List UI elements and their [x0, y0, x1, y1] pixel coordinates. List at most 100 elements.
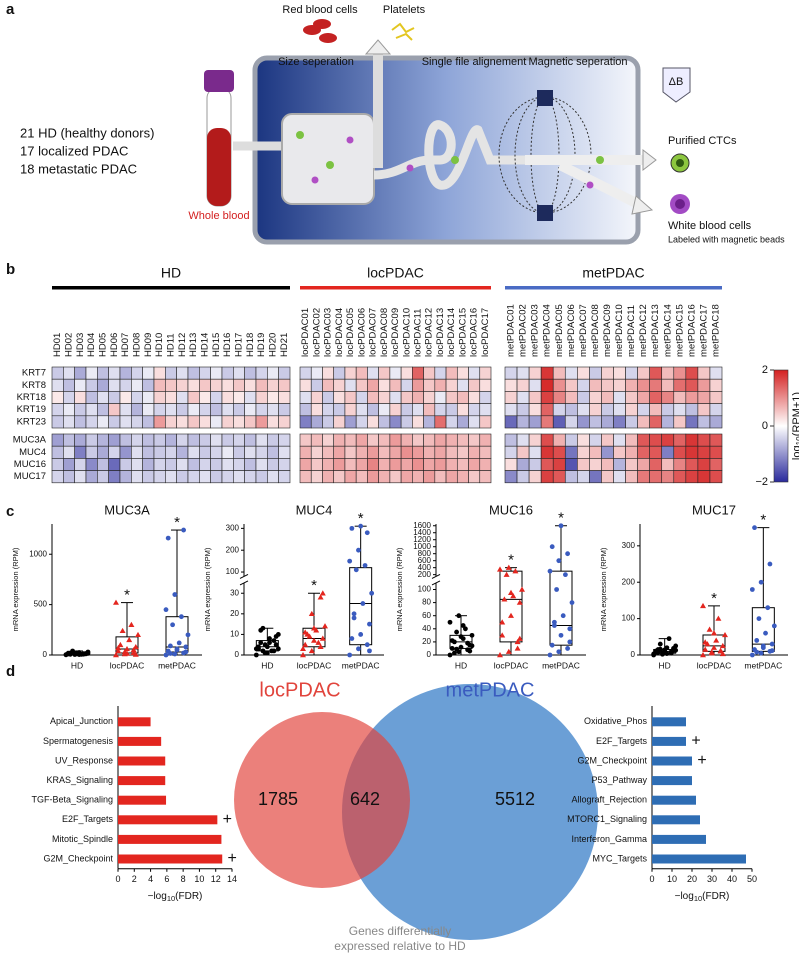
point: [769, 648, 775, 654]
heatmap-cell: [412, 433, 424, 447]
step-label: Single file alignement: [422, 56, 527, 68]
x-tick-label: locPDAC: [494, 660, 528, 670]
category-label: Interferon_Gamma: [571, 834, 647, 844]
x-tick-label: locPDAC: [297, 660, 331, 670]
heatmap-cell: [367, 470, 379, 484]
y-axis-title: mRNA expression (RPM): [203, 547, 212, 631]
heatmap-cell: [445, 391, 458, 404]
annotation: +: [223, 811, 232, 828]
sample-label: metPDAC07: [578, 304, 589, 357]
bar: [652, 854, 746, 864]
heatmap-cell: [108, 415, 121, 429]
heatmap-cell: [673, 470, 687, 484]
y-tick-label: 1000: [29, 549, 47, 558]
heatmap-cell: [613, 415, 626, 429]
heatmap-cell: [564, 433, 578, 447]
x-tick-label: 20: [687, 874, 697, 884]
heatmap-cell: [85, 415, 98, 429]
heatmap-cell: [613, 366, 626, 380]
heatmap-cell: [299, 403, 312, 417]
heatmap-cell: [355, 378, 368, 392]
heatmap-cell: [637, 415, 650, 429]
sample-label: HD19: [256, 333, 267, 357]
heatmap-cell: [142, 391, 155, 404]
point: [170, 622, 176, 628]
heatmap-cell: [165, 415, 177, 429]
heatmap-cell: [97, 445, 109, 459]
heatmap-cell: [142, 403, 155, 417]
heatmap-cell: [74, 391, 87, 404]
heatmap-cell: [165, 445, 177, 459]
heatmap-cell: [516, 445, 530, 459]
heatmap-cell: [685, 458, 699, 471]
category-label: E2F_Targets: [596, 736, 648, 746]
heatmap-cell: [299, 433, 312, 447]
heatmap-cell: [709, 403, 723, 417]
y-axis-title: mRNA expression (RPM): [11, 547, 20, 631]
heatmap-cell: [233, 366, 245, 380]
heatmap-cell: [344, 433, 357, 447]
heatmap-cell: [221, 433, 234, 447]
heatmap-cell: [165, 391, 177, 404]
heatmap-cell: [333, 378, 346, 392]
heatmap-cell: [199, 470, 211, 484]
heatmap-cell: [199, 391, 211, 404]
heatmap-cell: [528, 378, 542, 392]
heatmap-cell: [344, 366, 357, 380]
point: [300, 645, 306, 652]
heatmap-cell: [74, 433, 87, 447]
heatmap-cell: [445, 470, 458, 484]
heatmap-cell: [142, 470, 155, 484]
heatmap-cell: [389, 458, 402, 471]
heatmap-cell: [613, 403, 626, 417]
x-tick-label: HD: [261, 660, 273, 670]
point: [769, 641, 775, 647]
output-label: White blood cells: [668, 220, 752, 232]
y-tick-label: 500: [34, 600, 48, 609]
heatmap-cell: [434, 470, 447, 484]
heatmap-cell: [661, 433, 675, 447]
heatmap-cell: [299, 378, 312, 392]
heatmap-cell: [199, 458, 211, 471]
point: [351, 611, 357, 617]
sample-label: locPDAC04: [334, 308, 345, 357]
gene-label: KRT23: [17, 416, 46, 427]
heatmap-cell: [434, 391, 447, 404]
heatmap-cell: [199, 445, 211, 459]
axis-break: [431, 580, 441, 586]
heatmap-cell: [625, 445, 638, 459]
heatmap-cell: [552, 415, 566, 429]
heatmap-cell: [278, 458, 291, 471]
heatmap-cell: [187, 445, 200, 459]
point: [547, 652, 553, 658]
y-tick-label: 300: [226, 523, 240, 532]
point: [264, 650, 270, 656]
heatmap-cell: [685, 366, 699, 380]
point: [315, 639, 322, 645]
heatmap-cell: [367, 445, 379, 459]
y-tick-label: 0: [631, 650, 636, 659]
heatmap-cell: [468, 445, 481, 459]
group-bar: [505, 286, 722, 290]
heatmap-cell: [299, 415, 312, 429]
heatmap-cell: [685, 391, 699, 404]
x-tick-label: 50: [747, 874, 757, 884]
heatmap-cell: [528, 470, 542, 484]
point: [163, 652, 169, 658]
label: Platelets: [383, 4, 426, 16]
y-axis-title: mRNA expression (RPM): [599, 547, 608, 631]
step-label: Magnetic seperation: [528, 56, 627, 68]
heatmap-cell: [516, 366, 530, 380]
heatmap-cell: [267, 415, 279, 429]
point: [275, 646, 281, 652]
category-label: MTORC1_Signaling: [567, 814, 647, 824]
sample-label: metPDAC04: [542, 304, 553, 357]
point: [132, 643, 139, 650]
heatmap-cell: [412, 415, 424, 429]
tube-cap: [204, 70, 234, 92]
heatmap-cell: [233, 415, 245, 429]
heatmap-cell: [74, 445, 87, 459]
point: [719, 650, 726, 657]
colorbar: [773, 369, 789, 483]
heatmap-cell: [423, 366, 436, 380]
